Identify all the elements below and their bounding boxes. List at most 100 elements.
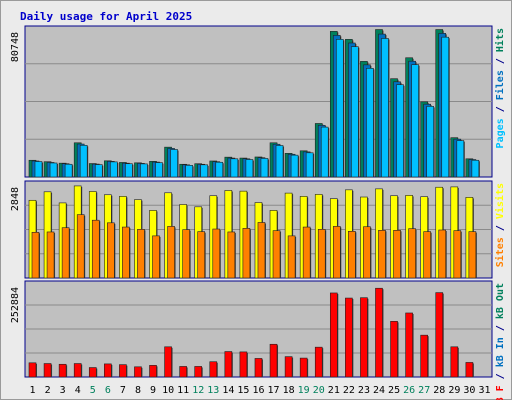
x-tick-label: 2 — [45, 385, 51, 396]
legend-entry: / — [495, 319, 506, 337]
bar-kb_f — [209, 361, 218, 378]
day-labels: 1 2 3 4 5 6 7 8 9 10 11 12 13 14 15 16 17 18 19 20 21 22 23 24 2… — [30, 385, 491, 396]
bar-sites — [438, 229, 447, 279]
bar-kb_f — [314, 346, 323, 378]
bar-sites — [378, 230, 386, 279]
bar-sites — [287, 235, 296, 279]
bar-pages — [200, 164, 209, 178]
bar-sites — [122, 226, 130, 279]
legend-entry: / — [495, 52, 506, 70]
x-tick-label: 29 — [448, 385, 460, 396]
series-legend: kB F / kB In / kB Out — [495, 283, 506, 400]
bar-pages — [245, 159, 254, 178]
bar-kb_f — [405, 312, 413, 378]
bar-sites — [227, 231, 236, 279]
legend-entry: Hits — [494, 28, 506, 52]
bar-kb_f — [73, 363, 82, 378]
x-tick-label: 25 — [388, 385, 400, 396]
x-tick-label: 27 — [418, 385, 430, 396]
bar-kb_f — [345, 297, 353, 378]
bar-sites — [137, 229, 145, 279]
bar-kb_f — [149, 365, 157, 378]
x-tick-label: 30 — [463, 385, 475, 396]
x-tick-label: 23 — [358, 385, 370, 396]
x-tick-label: 8 — [135, 385, 141, 396]
bar-pages — [456, 140, 465, 178]
bar-kb_f — [194, 366, 203, 378]
bar-pages — [426, 106, 434, 178]
bar-pages — [140, 163, 148, 178]
x-tick-label: 19 — [298, 385, 310, 396]
bar-kb_f — [224, 351, 233, 378]
bar-kb_f — [299, 357, 308, 378]
bar-pages — [441, 36, 450, 178]
x-tick-label: 1 — [30, 385, 36, 396]
bar-kb_f — [28, 362, 37, 378]
bar-sites — [46, 231, 55, 279]
legend-entry: Sites — [494, 237, 506, 267]
legend-entry: Files — [494, 70, 506, 100]
bar-sites — [242, 228, 251, 279]
bar-sites — [197, 231, 206, 279]
bar-pages — [94, 164, 103, 178]
bar-pages — [411, 64, 419, 178]
x-tick-label: 5 — [90, 385, 96, 396]
legend-entry: Pages — [495, 118, 506, 148]
bar-pages — [320, 126, 329, 178]
bar-pages — [335, 39, 344, 178]
bar-sites — [348, 231, 356, 279]
bar-pages — [260, 158, 269, 178]
bar-kb_f — [88, 367, 97, 378]
x-tick-label: 9 — [150, 385, 156, 396]
x-tick-label: 21 — [328, 385, 340, 396]
x-tick-label: 26 — [403, 385, 415, 396]
x-tick-label: 12 — [192, 385, 204, 396]
bar-kb_f — [164, 346, 172, 378]
bar-kb_f — [420, 334, 428, 378]
bar-kb_f — [239, 351, 248, 378]
y-max-label: 252884 — [10, 287, 21, 323]
bar-sites — [91, 219, 100, 279]
x-tick-label: 31 — [478, 385, 490, 396]
bar-kb_f — [360, 297, 368, 378]
bar-pages — [381, 38, 389, 178]
bar-pages — [290, 154, 299, 178]
bar-pages — [351, 46, 359, 178]
panel-pages-files-hits: 80748 Pages / Files / Hits — [10, 25, 506, 178]
bar-sites — [332, 226, 341, 279]
x-tick-label: 14 — [222, 385, 234, 396]
bar-kb_f — [390, 321, 398, 378]
bar-kb_f — [179, 366, 187, 378]
y-max-label: 80748 — [10, 32, 21, 62]
bar-kb_f — [375, 287, 383, 378]
bar-sites — [152, 235, 160, 279]
bar-pages — [396, 84, 404, 178]
bar-kb_f — [119, 364, 127, 378]
bar-pages — [275, 145, 284, 178]
bar-pages — [64, 163, 73, 178]
legend-entry: / — [495, 367, 506, 385]
bar-sites — [107, 222, 115, 279]
bar-sites — [408, 228, 416, 279]
bar-sites — [31, 231, 40, 279]
x-tick-label: 16 — [252, 385, 264, 396]
x-tick-label: 3 — [60, 385, 66, 396]
legend-entry: kB F — [495, 385, 506, 400]
bar-kb_f — [435, 292, 444, 378]
x-tick-label: 15 — [237, 385, 249, 396]
bar-kb_f — [450, 346, 459, 378]
bar-pages — [79, 145, 88, 178]
x-tick-label: 17 — [268, 385, 280, 396]
x-tick-label: 13 — [207, 385, 219, 396]
series-legend: Sites / Visits — [494, 183, 506, 267]
bar-kb_f — [43, 363, 52, 378]
bar-sites — [272, 230, 281, 279]
bar-sites — [61, 227, 70, 279]
legend-entry: / — [495, 100, 506, 118]
bar-kb_f — [104, 363, 112, 378]
bar-sites — [257, 222, 266, 279]
panel-visits-sites: 2848 Sites / Visits — [10, 180, 506, 279]
x-tick-label: 7 — [120, 385, 126, 396]
bar-sites — [393, 230, 401, 279]
chart-title: Daily usage for April 2025 — [20, 10, 192, 23]
